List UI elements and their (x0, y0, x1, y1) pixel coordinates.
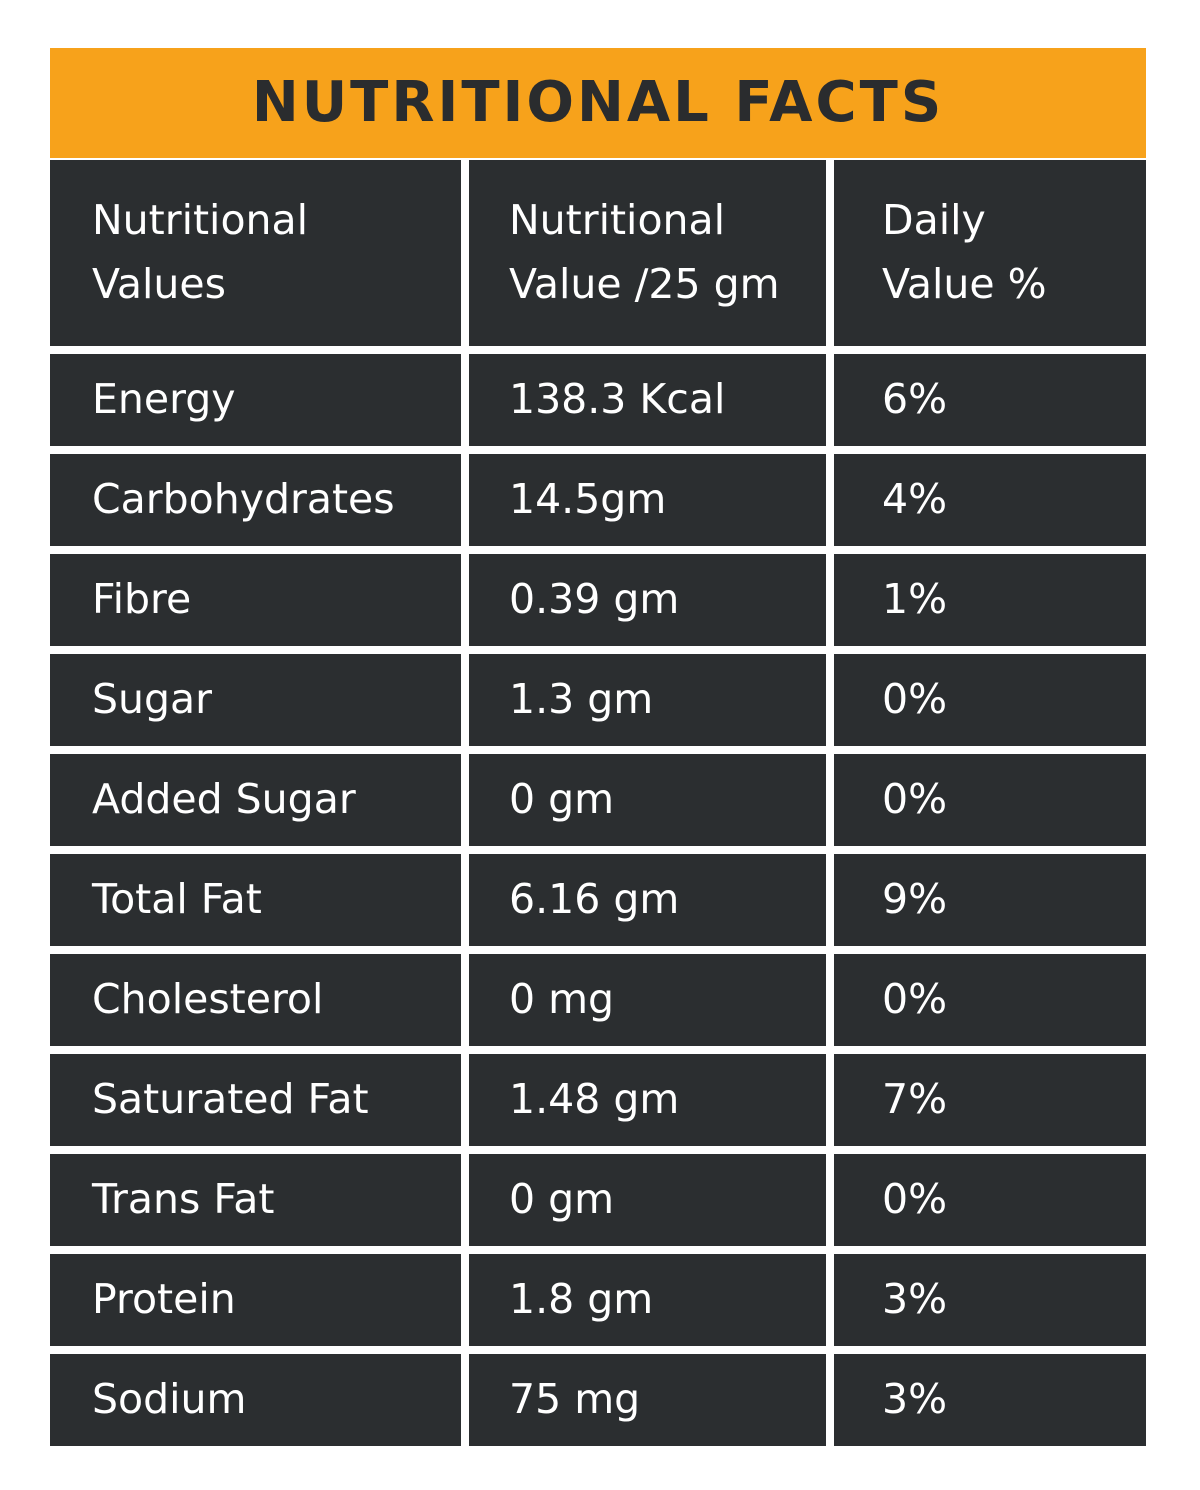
nutrient-value: 0 mg (469, 954, 826, 1046)
nutrient-value: 75 mg (469, 1354, 826, 1446)
nutrient-name: Fibre (50, 554, 461, 646)
nutrient-name: Trans Fat (50, 1154, 461, 1246)
header-nutritional-value-per-25gm: Nutritional Value /25 gm (469, 160, 826, 346)
nutrient-value: 6.16 gm (469, 854, 826, 946)
daily-value: 7% (834, 1054, 1146, 1146)
header-line: Nutritional (92, 196, 309, 245)
daily-value: 0% (834, 954, 1146, 1046)
nutrient-name: Energy (50, 354, 461, 446)
nutrient-value: 0 gm (469, 754, 826, 846)
daily-value: 6% (834, 354, 1146, 446)
nutrient-name: Total Fat (50, 854, 461, 946)
nutrient-value: 0 gm (469, 1154, 826, 1246)
nutrient-name: Protein (50, 1254, 461, 1346)
daily-value: 4% (834, 454, 1146, 546)
daily-value: 0% (834, 754, 1146, 846)
nutrient-name: Sodium (50, 1354, 461, 1446)
header-line: Value % (882, 260, 1047, 308)
nutrient-name: Added Sugar (50, 754, 461, 846)
table-title: NUTRITIONAL FACTS (251, 70, 945, 135)
header-line: Nutritional (509, 196, 726, 245)
daily-value: 0% (834, 1154, 1146, 1246)
title-bar: NUTRITIONAL FACTS (50, 48, 1146, 160)
daily-value: 3% (834, 1254, 1146, 1346)
nutrient-name: Cholesterol (50, 954, 461, 1046)
facts-grid: Nutritional Values Nutritional Value /25… (50, 160, 1146, 1446)
header-line: Values (92, 260, 226, 308)
header-line: Daily (882, 196, 986, 245)
nutrient-value: 14.5gm (469, 454, 826, 546)
nutrient-value: 138.3 Kcal (469, 354, 826, 446)
nutrient-value: 0.39 gm (469, 554, 826, 646)
daily-value: 3% (834, 1354, 1146, 1446)
header-nutritional-values: Nutritional Values (50, 160, 461, 346)
nutrition-facts-table: NUTRITIONAL FACTS Nutritional Values Nut… (50, 48, 1146, 1446)
daily-value: 0% (834, 654, 1146, 746)
daily-value: 9% (834, 854, 1146, 946)
header-line: Value /25 gm (509, 260, 780, 308)
daily-value: 1% (834, 554, 1146, 646)
nutrient-name: Sugar (50, 654, 461, 746)
nutrient-value: 1.8 gm (469, 1254, 826, 1346)
nutrient-value: 1.3 gm (469, 654, 826, 746)
nutrient-name: Saturated Fat (50, 1054, 461, 1146)
nutrient-name: Carbohydrates (50, 454, 461, 546)
nutrient-value: 1.48 gm (469, 1054, 826, 1146)
header-daily-value: Daily Value % (834, 160, 1146, 346)
